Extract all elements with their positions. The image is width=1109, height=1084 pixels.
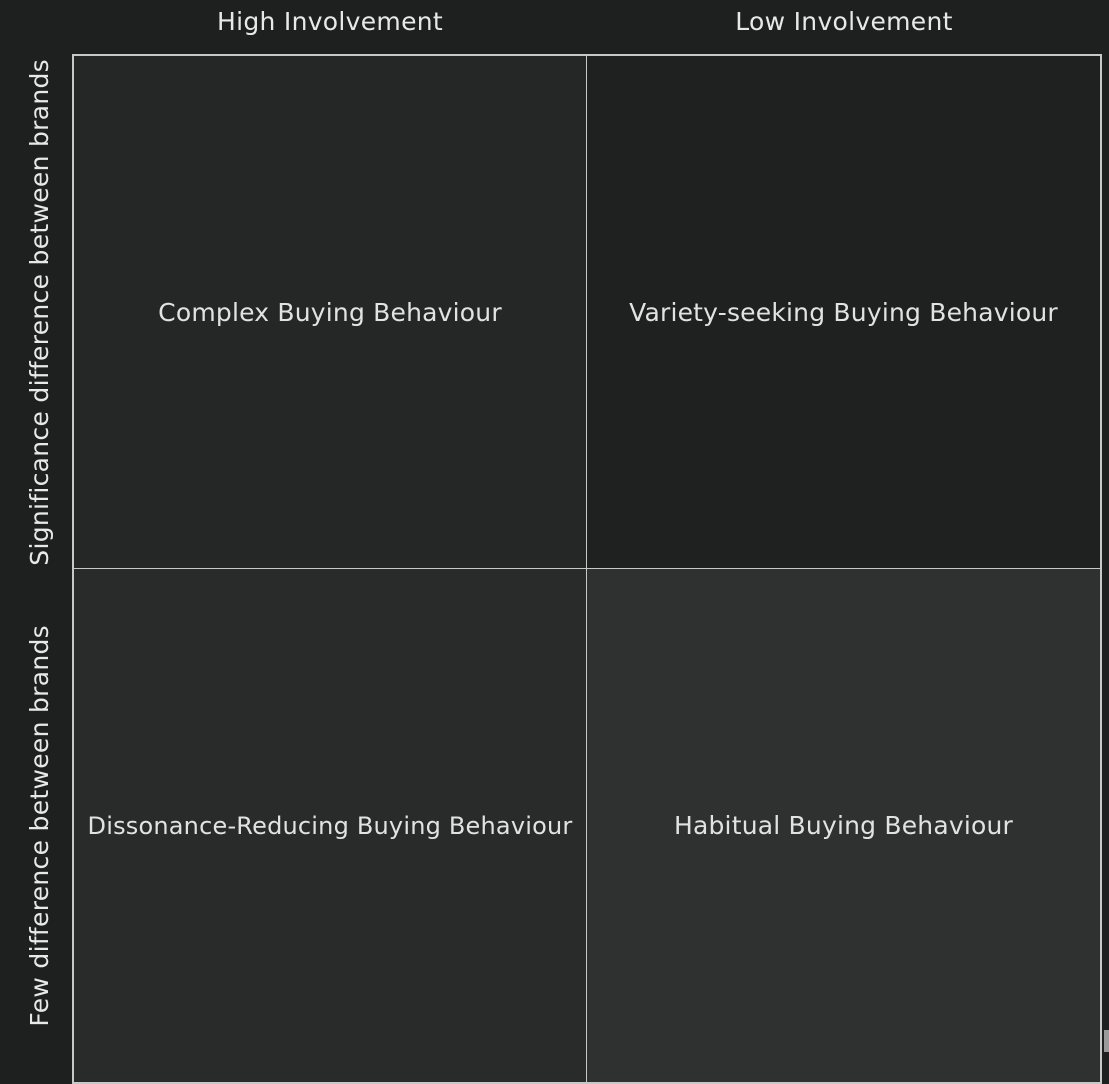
row-header-few-difference: Few difference between brands [18, 570, 60, 1082]
resize-handle[interactable] [1104, 1030, 1109, 1052]
cell-complex-label: Complex Buying Behaviour [158, 297, 502, 327]
cell-habitual-label: Habitual Buying Behaviour [673, 811, 1014, 840]
column-header-high-involvement: High Involvement [216, 6, 443, 36]
cell-complex-buying-behaviour: Complex Buying Behaviour [74, 56, 587, 569]
cell-variety-seeking-buying-behaviour: Variety-seeking Buying Behaviour [587, 56, 1100, 569]
row-header-significant-label: Significance difference between brands [24, 58, 54, 566]
cell-dissonance-reducing-buying-behaviour: Dissonance-Reducing Buying Behaviour [74, 569, 587, 1082]
column-header-low-involvement: Low Involvement [735, 6, 953, 36]
row-header-few-label: Few difference between brands [24, 625, 54, 1027]
cell-habitual-buying-behaviour: Habitual Buying Behaviour [587, 569, 1100, 1082]
row-header-significant-difference: Significance difference between brands [18, 56, 60, 568]
cell-dissonance-label: Dissonance-Reducing Buying Behaviour [87, 811, 573, 840]
buying-behaviour-matrix: Complex Buying Behaviour Variety-seeking… [72, 54, 1102, 1084]
cell-variety-label: Variety-seeking Buying Behaviour [629, 297, 1058, 327]
